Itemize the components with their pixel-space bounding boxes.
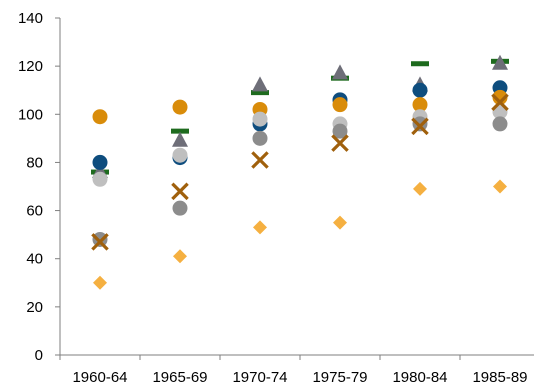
y-tick-label: 120 — [18, 58, 43, 75]
data-point-circle — [492, 89, 508, 105]
axes — [59, 18, 534, 356]
series-3 — [92, 80, 508, 170]
data-point-circle — [492, 116, 508, 132]
data-point-circle — [92, 154, 108, 170]
data-point-circle — [92, 171, 108, 187]
data-point-triangle — [172, 131, 188, 147]
data-point-circle — [332, 97, 348, 113]
data-point-cross — [491, 93, 509, 112]
x-tick-label: 1975-79 — [312, 369, 367, 385]
x-tick-label: 1965-69 — [152, 369, 207, 385]
data-point-cross — [251, 151, 269, 169]
data-point-circle — [252, 130, 268, 146]
data-point-diamond — [253, 220, 267, 235]
data-point-circle — [172, 147, 188, 163]
data-point-dash — [171, 128, 189, 134]
data-point-circle — [172, 200, 188, 216]
series-7 — [91, 93, 509, 251]
data-point-circle — [92, 231, 108, 247]
data-point-circle — [412, 116, 428, 132]
data-point-diamond — [93, 275, 107, 290]
data-point-circle — [92, 109, 108, 125]
data-point-cross — [91, 233, 109, 251]
data-point-dash — [411, 61, 429, 67]
data-point-cross — [171, 182, 189, 201]
data-point-cross — [331, 134, 349, 152]
data-point-circle — [252, 111, 268, 127]
y-axis-ticks: 0 20 40 60 80 100 120 140 — [18, 10, 60, 364]
y-tick-label: 0 — [35, 347, 43, 364]
data-point-triangle — [332, 64, 348, 80]
data-point-diamond — [413, 181, 427, 196]
x-tick-label: 1960-64 — [72, 369, 127, 385]
series-5 — [92, 104, 508, 187]
data-point-triangle — [492, 54, 508, 70]
data-point-diamond — [333, 215, 347, 230]
series-6 — [92, 116, 508, 247]
series-4 — [92, 89, 508, 125]
x-tick-label: 1970-74 — [232, 369, 287, 385]
x-tick-label: 1980-84 — [392, 369, 447, 385]
series-1 — [91, 58, 509, 175]
data-point-cross — [411, 117, 429, 136]
y-tick-label: 20 — [26, 299, 43, 316]
data-point-diamond — [173, 249, 187, 264]
data-marks — [91, 54, 509, 290]
data-point-circle — [172, 99, 188, 115]
series-2 — [92, 54, 508, 179]
y-tick-label: 140 — [18, 10, 43, 27]
data-point-circle — [412, 97, 428, 113]
x-axis-ticks: 1960-64 1965-69 1970-74 1975-79 1980-84 1985-… — [59, 355, 528, 385]
y-tick-label: 100 — [18, 106, 43, 123]
data-point-triangle — [252, 76, 268, 92]
data-point-dash — [251, 90, 269, 96]
y-tick-label: 40 — [26, 251, 43, 268]
data-point-circle — [412, 82, 428, 98]
data-point-circle — [332, 123, 348, 139]
y-tick-label: 60 — [26, 203, 43, 220]
y-tick-label: 80 — [26, 154, 43, 171]
series-8 — [93, 179, 507, 290]
data-point-diamond — [493, 179, 507, 194]
x-tick-label: 1985-89 — [472, 369, 527, 385]
